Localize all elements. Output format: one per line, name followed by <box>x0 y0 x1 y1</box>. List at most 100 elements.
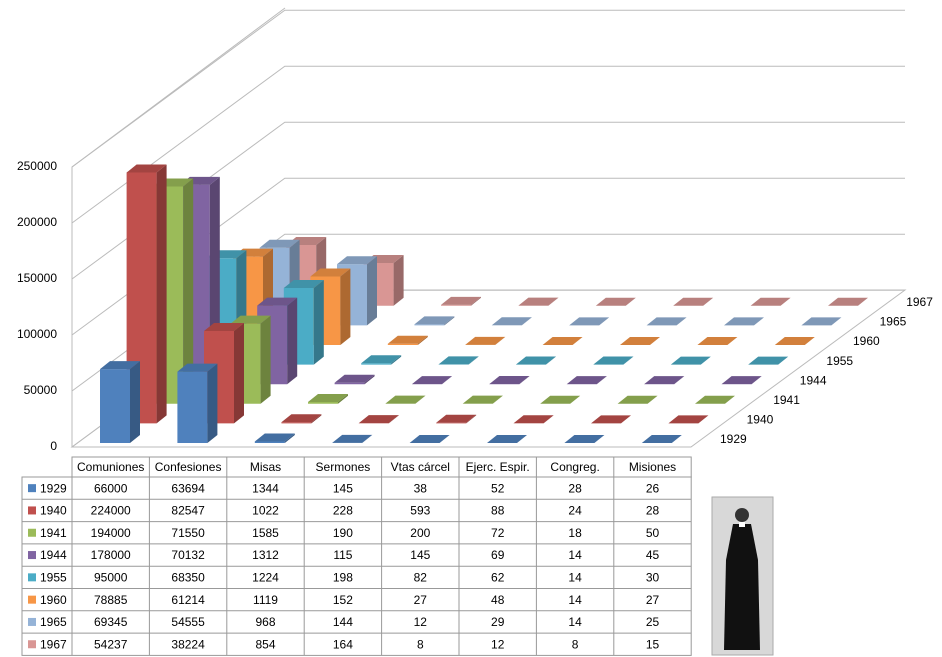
bar-face <box>391 355 402 365</box>
depth-label: 1965 <box>880 315 907 329</box>
bar-face <box>595 297 636 306</box>
bar-face <box>283 280 324 289</box>
bar-face <box>281 414 322 423</box>
depth-label: 1944 <box>800 373 827 387</box>
bar-face <box>623 356 634 365</box>
table-value: 198 <box>333 571 353 585</box>
bar-face <box>513 415 554 424</box>
bar <box>281 414 322 424</box>
depth-label: 1955 <box>826 354 853 368</box>
bar-face <box>569 317 610 326</box>
bar <box>724 317 764 326</box>
table-value: 29 <box>491 615 505 629</box>
table-value: 25 <box>646 615 660 629</box>
bar-face <box>495 336 506 345</box>
bar-face <box>671 434 682 443</box>
y-tick-label: 150000 <box>17 271 57 285</box>
bar-face <box>621 415 631 424</box>
bar <box>721 376 762 385</box>
table-value: 115 <box>333 548 352 562</box>
legend-swatch <box>28 484 36 493</box>
bar-face <box>412 376 452 385</box>
bar-face <box>338 394 348 404</box>
bar <box>254 433 295 443</box>
table-value: 200 <box>410 526 430 540</box>
bar-face <box>676 317 687 326</box>
bar-face <box>436 414 477 423</box>
table-value: 8 <box>572 637 579 651</box>
table-value: 1344 <box>252 481 279 495</box>
priest-image <box>711 496 774 656</box>
bar-face <box>487 434 527 443</box>
bar-face <box>596 376 607 385</box>
bar <box>591 415 631 424</box>
bar-face <box>100 369 130 443</box>
bar-face <box>367 256 377 326</box>
bar-face <box>594 434 605 443</box>
bar <box>673 297 714 306</box>
legend-label: 1929 <box>40 481 67 495</box>
bar-face <box>334 382 365 385</box>
bar-face <box>361 355 402 364</box>
table-value: 12 <box>414 615 428 629</box>
bar-face <box>489 376 530 385</box>
table-value: 24 <box>568 504 582 518</box>
table-value: 82 <box>414 571 428 585</box>
table-value: 854 <box>255 637 275 651</box>
bar-face <box>183 178 194 404</box>
bar <box>487 434 527 443</box>
table-value: 63694 <box>171 481 205 495</box>
table-value: 14 <box>568 571 582 585</box>
bar-face <box>334 374 375 383</box>
bar-face <box>548 297 559 306</box>
depth-label: 1941 <box>773 393 800 407</box>
bar-face <box>364 374 375 385</box>
bar-face <box>778 356 789 365</box>
bar <box>513 415 554 424</box>
bar-face <box>646 317 687 326</box>
bar <box>748 356 789 365</box>
bar <box>801 317 842 326</box>
bar-face <box>519 376 530 385</box>
table-value: 70132 <box>171 548 205 562</box>
bar <box>774 336 815 345</box>
bar-face <box>100 361 140 370</box>
legend-label: 1955 <box>40 571 67 585</box>
table-value: 62 <box>491 571 505 585</box>
bar <box>620 336 660 345</box>
bar-face <box>804 336 815 345</box>
y-tick-label: 250000 <box>17 159 57 173</box>
table-value: 145 <box>333 481 353 495</box>
bar-face <box>673 297 714 306</box>
table-value: 52 <box>491 481 505 495</box>
bar-face <box>260 315 271 404</box>
table-value: 27 <box>414 593 428 607</box>
bar-face <box>439 434 450 443</box>
legend-swatch <box>28 528 36 537</box>
bar-face <box>438 356 479 365</box>
bar <box>441 296 481 306</box>
bar <box>358 415 399 424</box>
column-header: Misas <box>250 460 281 474</box>
bar-face <box>593 356 634 365</box>
bar-face <box>591 415 631 424</box>
table-value: 72 <box>491 526 505 540</box>
bar-face <box>385 395 426 404</box>
bar-face <box>724 317 764 326</box>
bar-face <box>313 280 324 365</box>
bar-face <box>564 434 605 443</box>
bar-face <box>858 297 868 306</box>
table-value: 8 <box>417 637 424 651</box>
bar <box>438 356 479 365</box>
bar <box>491 317 532 326</box>
table-value: 54237 <box>94 637 128 651</box>
bar-face <box>393 254 404 306</box>
y-tick-label: 0 <box>50 439 57 453</box>
depth-label: 1940 <box>747 413 774 427</box>
legend-label: 1967 <box>40 637 67 651</box>
table-value: 78885 <box>94 593 128 607</box>
bar-face <box>721 376 762 385</box>
legend-label: 1940 <box>40 504 67 518</box>
bar <box>540 395 581 404</box>
